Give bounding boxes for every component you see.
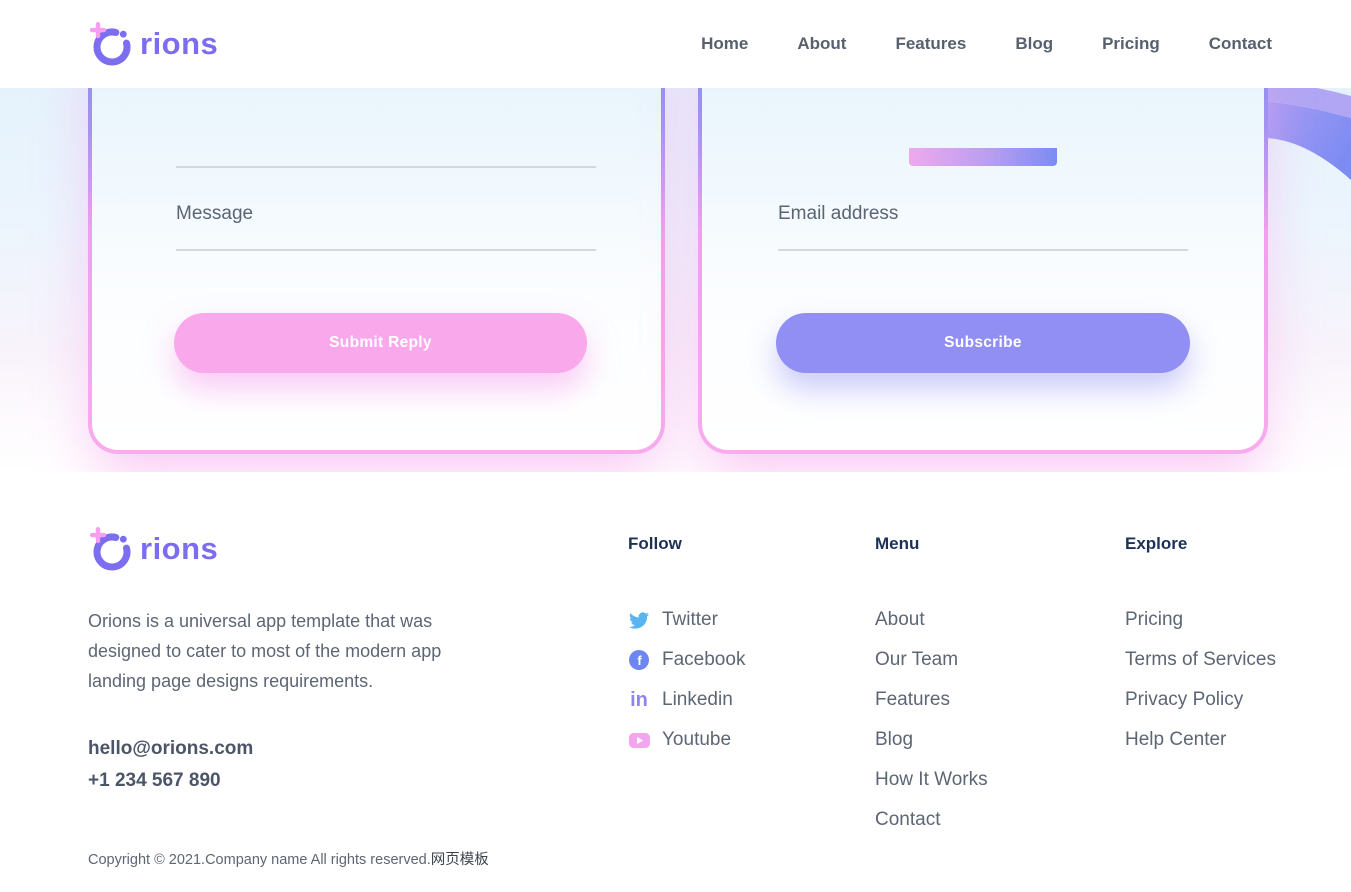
clipped-gradient-button-bottom (909, 148, 1057, 166)
social-label: Facebook (662, 649, 746, 670)
subscribe-card: Email address Subscribe (698, 88, 1268, 454)
contact-phone[interactable]: +1 234 567 890 (88, 770, 221, 791)
email-placeholder: Email address (778, 203, 899, 224)
copyright-link[interactable]: 网页模板 (430, 852, 489, 868)
message-underline (176, 249, 596, 251)
footer-column-follow: Follow Twitter f Facebook in (628, 534, 745, 760)
footer-brand-logo[interactable]: rions (88, 526, 218, 572)
footer-link-help-center[interactable]: Help Center (1125, 729, 1227, 750)
footer-link-pricing[interactable]: Pricing (1125, 609, 1184, 630)
nav-item-pricing[interactable]: Pricing (1102, 34, 1160, 53)
main-nav: Home About Features Blog Pricing Contact (701, 34, 1272, 54)
youtube-icon (628, 732, 650, 748)
footer-link-our-team[interactable]: Our Team (875, 649, 959, 670)
explore-heading: Explore (1125, 534, 1188, 553)
nav-item-home[interactable]: Home (701, 34, 749, 53)
submit-reply-button[interactable]: Submit Reply (174, 313, 587, 373)
social-link-facebook[interactable]: f Facebook (628, 640, 745, 680)
previous-field-underline[interactable] (176, 166, 596, 168)
top-navbar: rions Home About Features Blog Pricing C… (0, 0, 1351, 88)
orions-logo-icon (89, 22, 131, 66)
footer-column-menu: Menu About Our Team Features Blog How It… (875, 534, 988, 840)
social-label: Twitter (662, 609, 718, 630)
subscribe-button[interactable]: Subscribe (776, 313, 1190, 373)
footer-link-blog[interactable]: Blog (875, 729, 914, 750)
social-label: Youtube (662, 729, 732, 750)
brand-logo[interactable]: rions (88, 21, 218, 67)
footer: rions Orions is a universal app template… (0, 472, 1351, 892)
brand-name: rions (140, 26, 219, 61)
copyright-bar: Copyright © 2021.Company name All rights… (88, 848, 489, 869)
footer-link-features[interactable]: Features (875, 689, 950, 710)
logo-dot (119, 535, 127, 543)
footer-link-how-it-works[interactable]: How It Works (875, 769, 988, 790)
logo-sparkle-icon (89, 527, 107, 544)
social-label: Linkedin (662, 689, 733, 710)
forms-section: Message Submit Reply Email address Subsc… (0, 88, 1351, 472)
copyright-text: Copyright © 2021.Company name All rights… (88, 852, 431, 868)
nav-item-features[interactable]: Features (895, 34, 967, 53)
follow-heading: Follow (628, 534, 682, 553)
nav-item-blog[interactable]: Blog (1015, 34, 1054, 53)
email-input[interactable]: Email address (778, 203, 1188, 251)
message-placeholder: Message (176, 203, 254, 224)
footer-link-contact[interactable]: Contact (875, 809, 941, 830)
logo-dot (119, 30, 127, 38)
logo-sparkle-icon (89, 22, 107, 39)
footer-link-privacy[interactable]: Privacy Policy (1125, 689, 1244, 710)
menu-heading: Menu (875, 534, 920, 553)
social-link-twitter[interactable]: Twitter (628, 600, 745, 640)
nav-item-about[interactable]: About (797, 34, 847, 53)
linkedin-icon: in (630, 689, 648, 711)
footer-link-about[interactable]: About (875, 609, 925, 630)
twitter-icon (628, 611, 650, 629)
email-underline (778, 249, 1188, 251)
contact-email[interactable]: hello@orions.com (88, 738, 254, 759)
reply-card: Message Submit Reply (88, 88, 665, 454)
footer-link-terms[interactable]: Terms of Services (1125, 649, 1276, 670)
orions-logo-icon (89, 527, 131, 571)
svg-text:f: f (637, 653, 642, 668)
message-input[interactable]: Message (176, 203, 596, 251)
footer-description: Orions is a universal app template that … (88, 611, 442, 691)
facebook-icon: f (628, 650, 650, 670)
footer-column-explore: Explore Pricing Terms of Services Privac… (1125, 534, 1276, 760)
nav-item-contact[interactable]: Contact (1208, 34, 1272, 53)
social-link-youtube[interactable]: Youtube (628, 720, 745, 760)
decorative-ribbon (1266, 88, 1351, 180)
footer-brand-name: rions (140, 531, 219, 566)
social-link-linkedin[interactable]: in Linkedin (628, 680, 745, 720)
